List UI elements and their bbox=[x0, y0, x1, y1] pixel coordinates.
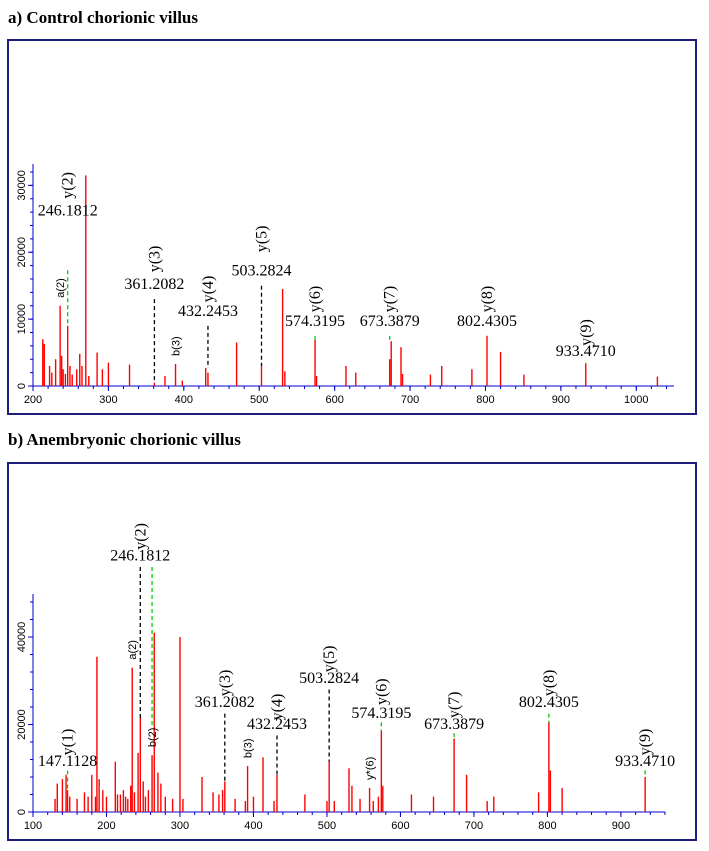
fragment-label: b(3) bbox=[243, 739, 255, 759]
panel-b-title: b) Anembryonic chorionic villus bbox=[8, 430, 241, 449]
peak-mz-label: 673.3879 bbox=[360, 313, 420, 330]
panel-a-frame bbox=[7, 39, 697, 415]
x-tick-label: 900 bbox=[612, 820, 630, 832]
peak-mz-label: 246.1812 bbox=[110, 547, 170, 564]
peak-mz-label: 574.3195 bbox=[351, 705, 411, 722]
peak-ion-label: y(6) bbox=[307, 286, 324, 313]
x-tick-label: 400 bbox=[244, 820, 262, 832]
peak-mz-label: 432.2453 bbox=[247, 716, 307, 733]
peak-ion-label: y(2) bbox=[132, 523, 149, 550]
x-tick-label: 200 bbox=[97, 820, 115, 832]
peak-ion-label: y(5) bbox=[253, 226, 270, 253]
x-tick-label: 1000 bbox=[624, 394, 648, 406]
peak-mz-label: 933.4710 bbox=[556, 343, 616, 360]
peak-ion-label: y(2) bbox=[60, 172, 77, 199]
x-tick-label: 300 bbox=[99, 394, 117, 406]
panel-b-frame bbox=[7, 462, 697, 841]
peak-ion-label: y(8) bbox=[479, 286, 496, 313]
peak-mz-label: 574.3195 bbox=[285, 313, 345, 330]
peak-mz-label: 361.2082 bbox=[124, 276, 184, 293]
y-tick-label: 40000 bbox=[16, 622, 28, 653]
peak-mz-label: 673.3879 bbox=[424, 716, 484, 733]
peak-ion-label: y(3) bbox=[217, 670, 234, 697]
x-tick-label: 300 bbox=[171, 820, 189, 832]
y-tick-label: 30000 bbox=[16, 170, 28, 201]
fragment-label: y*(6) bbox=[365, 757, 377, 780]
panel-a-title: a) Control chorionic villus bbox=[8, 8, 198, 27]
peak-ion-label: y(3) bbox=[146, 246, 163, 273]
peak-mz-label: 147.1128 bbox=[38, 753, 97, 770]
peak-ion-label: y(9) bbox=[578, 319, 595, 346]
x-tick-label: 700 bbox=[401, 394, 419, 406]
peak-mz-label: 503.2824 bbox=[299, 670, 359, 687]
y-tick-label: 20000 bbox=[16, 237, 28, 268]
peak-mz-label: 802.4305 bbox=[519, 694, 579, 711]
x-tick-label: 900 bbox=[552, 394, 570, 406]
peak-ion-label: y(8) bbox=[541, 670, 558, 697]
y-tick-label: 0 bbox=[16, 383, 28, 389]
x-tick-label: 100 bbox=[24, 820, 42, 832]
peak-mz-label: 361.2082 bbox=[195, 694, 255, 711]
peak-ion-label: y(7) bbox=[382, 286, 399, 313]
x-tick-label: 500 bbox=[318, 820, 336, 832]
peak-ion-label: y(1) bbox=[60, 729, 77, 756]
x-tick-label: 800 bbox=[538, 820, 556, 832]
peak-ion-label: y(5) bbox=[321, 646, 338, 673]
peak-ion-label: y(6) bbox=[373, 678, 390, 705]
peak-ion-label: y(4) bbox=[200, 276, 217, 303]
x-tick-label: 500 bbox=[250, 394, 268, 406]
x-tick-label: 700 bbox=[465, 820, 483, 832]
fragment-label: b(3) bbox=[171, 336, 183, 356]
y-tick-label: 0 bbox=[16, 809, 28, 815]
peak-ion-label: y(7) bbox=[446, 691, 463, 718]
x-tick-label: 200 bbox=[24, 394, 42, 406]
peak-mz-label: 246.1812 bbox=[38, 202, 98, 219]
x-tick-label: 800 bbox=[476, 394, 494, 406]
peak-mz-label: 503.2824 bbox=[231, 263, 291, 280]
peak-ion-label: y(4) bbox=[269, 694, 286, 721]
y-tick-label: 20000 bbox=[16, 709, 28, 740]
fragment-label: b(2) bbox=[147, 728, 159, 748]
x-tick-label: 600 bbox=[391, 820, 409, 832]
x-tick-label: 600 bbox=[325, 394, 343, 406]
peak-ion-label: y(9) bbox=[637, 729, 654, 756]
peak-mz-label: 802.4305 bbox=[457, 313, 517, 330]
peak-mz-label: 432.2453 bbox=[178, 303, 238, 320]
fragment-label: a(2) bbox=[127, 640, 139, 660]
peak-mz-label: 933.4710 bbox=[615, 753, 675, 770]
x-tick-label: 400 bbox=[175, 394, 193, 406]
y-tick-label: 10000 bbox=[16, 304, 28, 335]
fragment-label: a(2) bbox=[55, 278, 67, 298]
